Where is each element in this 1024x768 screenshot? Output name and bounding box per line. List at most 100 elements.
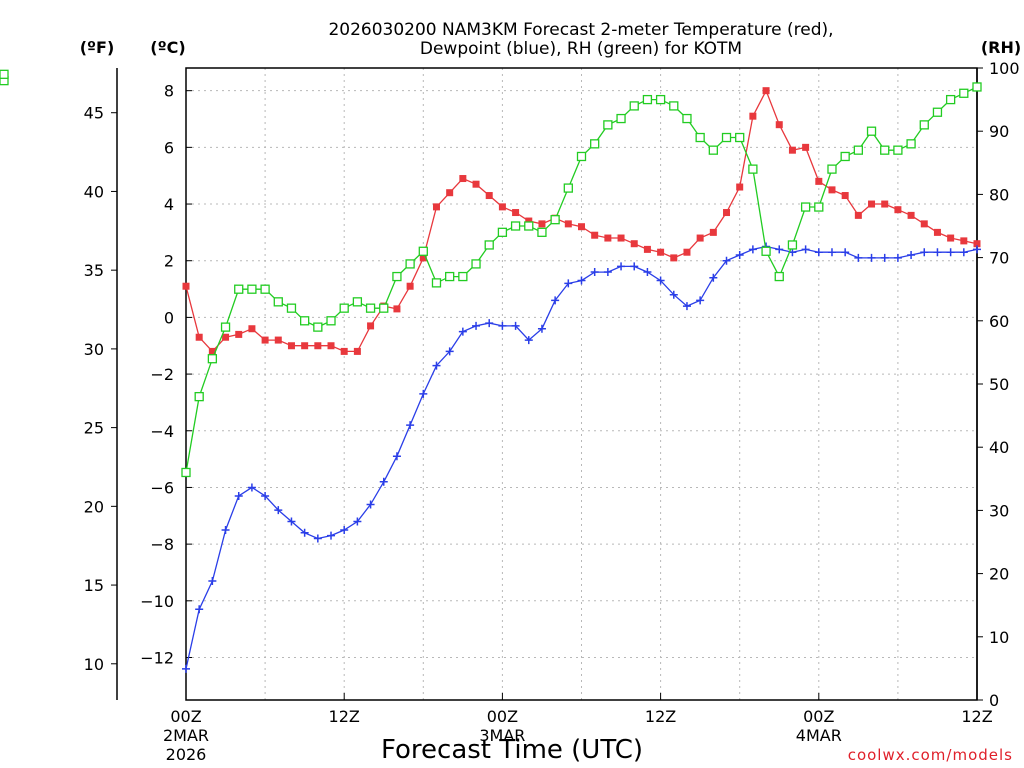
- dewpoint-point: [327, 531, 336, 540]
- dewpoint-point: [682, 302, 691, 311]
- rh-point: [642, 94, 653, 105]
- rh-point: [431, 278, 442, 288]
- rh-point: [326, 316, 336, 326]
- 2-meter-temperature-point: [287, 342, 295, 350]
- 2-meter-temperature-point: [841, 192, 849, 200]
- plot-frame: [185, 67, 978, 701]
- rh-point: [682, 113, 692, 124]
- rh-point: [418, 246, 428, 256]
- celsius-tick-label: −2: [150, 365, 174, 384]
- rh-point: [735, 132, 745, 143]
- rh-tick-label: 80: [989, 185, 1009, 204]
- dewpoint-point: [630, 262, 639, 271]
- rh-point: [220, 322, 231, 332]
- x-tick-label: 00Z: [487, 707, 518, 726]
- rh-point: [299, 316, 310, 326]
- dewpoint-point: [841, 248, 850, 257]
- rh-point: [339, 303, 349, 313]
- rh-unit-label: (RH): [981, 38, 1021, 57]
- rh-tick-label: 10: [989, 628, 1009, 647]
- 2-meter-temperature-point: [314, 342, 322, 350]
- 2-meter-temperature-point: [512, 209, 520, 217]
- celsius-tick-label: 2: [164, 252, 174, 271]
- dewpoint-point: [274, 506, 283, 515]
- dewpoint-point: [247, 483, 256, 492]
- dewpoint-point: [709, 273, 718, 282]
- rh-tick-label: 40: [989, 438, 1009, 457]
- rh-point: [880, 145, 890, 155]
- 2-meter-temperature-point: [775, 121, 783, 129]
- dewpoint-point: [603, 268, 612, 277]
- rh-point: [932, 107, 943, 117]
- x-tick-label: 12Z: [645, 707, 676, 726]
- rh-point: [972, 82, 982, 92]
- 2-meter-temperature-point: [643, 245, 651, 253]
- 2-meter-temperature-point: [406, 282, 414, 290]
- rh-point: [260, 284, 270, 294]
- celsius-unit-label: (ºC): [150, 38, 185, 57]
- 2-meter-temperature-point: [393, 305, 401, 313]
- rh-point: [445, 271, 455, 282]
- rh-point: [458, 271, 468, 282]
- dewpoint-point: [392, 452, 401, 461]
- rh-point: [181, 467, 191, 478]
- dewpoint-point: [722, 256, 731, 265]
- dewpoint-point: [801, 245, 810, 254]
- 2-meter-temperature-point: [208, 347, 216, 355]
- 2-meter-temperature-point: [723, 209, 731, 217]
- x-axis-title: Forecast Time (UTC): [381, 735, 643, 765]
- dewpoint-point: [564, 279, 573, 288]
- rh-tick-label: 100: [989, 59, 1020, 78]
- 2-meter-temperature-point: [683, 248, 691, 256]
- rh-point: [207, 354, 218, 364]
- dewpoint-point: [748, 245, 757, 254]
- 2-meter-temperature-point: [960, 237, 968, 245]
- rh-point: [484, 240, 494, 250]
- 2-meter-temperature-point: [920, 220, 928, 228]
- dewpoint-point: [920, 248, 929, 257]
- dewpoint-point: [379, 477, 388, 486]
- dewpoint-point: [221, 525, 230, 534]
- dewpoint-point: [498, 321, 507, 330]
- rh-point: [708, 145, 718, 155]
- x-tick-label: 00Z: [803, 707, 834, 726]
- dewpoint-point: [472, 321, 481, 330]
- 2-meter-temperature-point: [828, 186, 836, 194]
- 2-meter-temperature-point: [736, 183, 744, 191]
- rh-point: [352, 297, 363, 307]
- 2-meter-temperature-point: [868, 200, 876, 208]
- rh-point: [590, 139, 600, 149]
- dewpoint-point: [340, 525, 349, 534]
- rh-point: [313, 322, 323, 332]
- rh-point: [537, 227, 547, 237]
- dewpoint-point: [577, 276, 586, 285]
- dewpoint-point: [867, 253, 876, 262]
- dewpoint-point: [643, 268, 652, 277]
- 2-meter-temperature-point: [749, 112, 757, 120]
- rh-point: [616, 113, 626, 124]
- 2-meter-temperature-point: [670, 254, 678, 262]
- rh-point: [194, 391, 204, 402]
- dewpoint-point: [907, 251, 916, 260]
- 2-meter-temperature-point: [485, 192, 493, 200]
- 2-meter-temperature-point: [538, 220, 546, 228]
- 2-meter-temperature-point: [432, 203, 440, 211]
- x-tick-date: 3MAR: [479, 726, 525, 745]
- dewpoint-point: [946, 248, 955, 257]
- rh-point: [866, 126, 877, 136]
- celsius-tick-label: −10: [140, 592, 174, 611]
- 2-meter-temperature-point: [446, 189, 454, 197]
- dewpoint-point: [893, 253, 902, 262]
- 2-meter-temperature-point: [367, 322, 375, 330]
- rh-point: [379, 303, 389, 313]
- celsius-tick-label: 6: [164, 138, 174, 157]
- 2-meter-temperature-point: [788, 146, 796, 154]
- x-tick-label: 12Z: [329, 707, 360, 726]
- dewpoint-point: [551, 296, 560, 305]
- rh-tick-label: 60: [989, 312, 1009, 331]
- fahrenheit-tick-label: 20: [84, 497, 104, 516]
- series-layer: [0, 69, 982, 673]
- 2-meter-temperature-point: [657, 248, 665, 256]
- celsius-tick-label: −4: [150, 422, 174, 441]
- rh-point: [959, 88, 969, 98]
